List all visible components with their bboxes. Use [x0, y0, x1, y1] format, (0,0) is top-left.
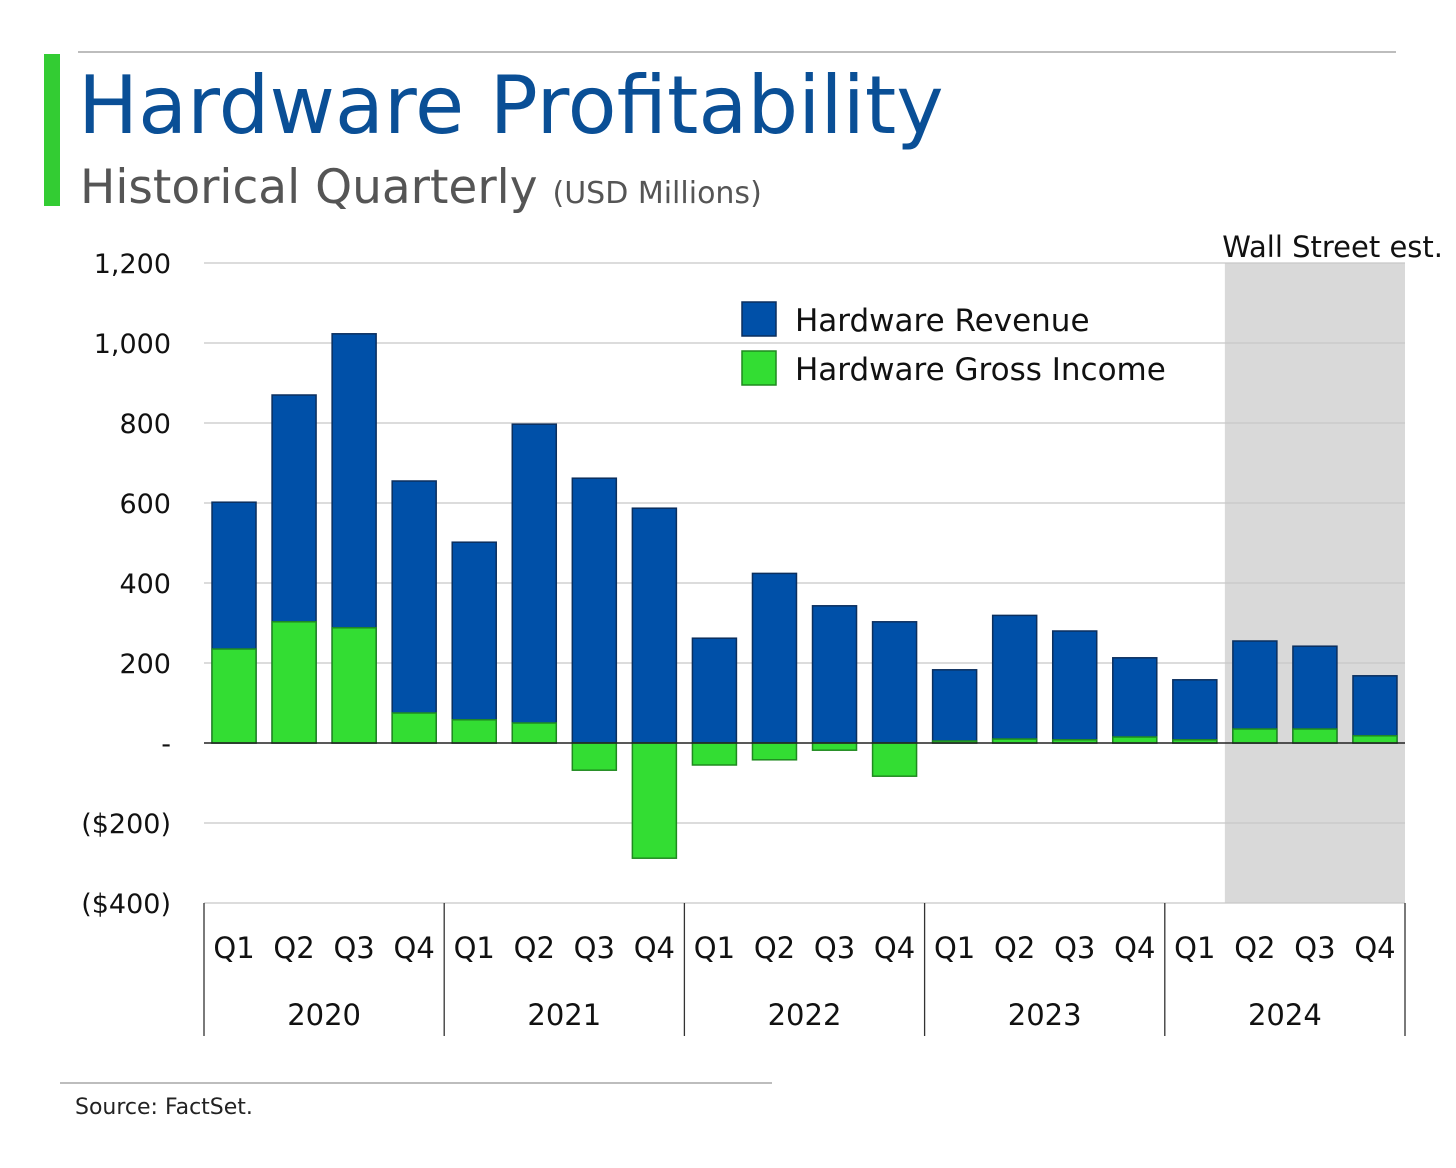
legend-swatch-gross-income	[741, 350, 777, 386]
accent-bar	[44, 54, 60, 206]
gross-income-bar	[811, 742, 858, 751]
revenue-bar	[1352, 675, 1398, 744]
legend-label-gross-income: Hardware Gross Income	[795, 352, 1166, 388]
gross-income-bar	[1352, 735, 1398, 744]
x-tick-label: Q1	[454, 931, 495, 965]
year-label: 2022	[768, 998, 842, 1032]
x-tick-label: Q2	[754, 931, 795, 965]
chart-title: Hardware Profitability	[78, 59, 944, 152]
x-tick-label: Q4	[394, 931, 435, 965]
revenue-bar	[871, 621, 918, 744]
legend-swatch-revenue	[741, 301, 777, 337]
gross-income-bar	[691, 742, 738, 766]
y-tick-label: 1,200	[94, 249, 171, 280]
subtitle-text: Historical Quarterly	[80, 160, 538, 215]
gross-income-bar	[451, 719, 497, 744]
y-tick-label: 800	[119, 409, 171, 440]
x-tick-label: Q3	[814, 931, 855, 965]
x-tick-label: Q4	[1114, 931, 1155, 965]
year-label: 2024	[1248, 998, 1322, 1032]
gross-income-bar	[1292, 728, 1338, 744]
chart-subtitle: Historical Quarterly (USD Millions)	[80, 158, 762, 224]
gross-income-bar	[751, 742, 798, 761]
bottom-rule	[60, 1082, 772, 1084]
x-tick-label: Q1	[1174, 931, 1215, 965]
revenue-bar	[1051, 630, 1098, 744]
year-label: 2023	[1008, 998, 1082, 1032]
revenue-bar	[391, 480, 437, 744]
x-tick-label: Q1	[213, 931, 254, 965]
gross-income-bar	[871, 742, 918, 777]
x-tick-label: Q3	[1294, 931, 1335, 965]
year-label: 2021	[527, 998, 601, 1032]
y-tick-label: ($200)	[81, 809, 171, 840]
source-note: Source: FactSet.	[75, 1095, 253, 1120]
y-tick-label: -	[161, 729, 171, 760]
gross-income-bar	[631, 742, 678, 859]
gross-income-bar	[211, 648, 257, 744]
x-tick-label: Q4	[874, 931, 915, 965]
y-tick-label: 600	[119, 489, 171, 520]
revenue-bar	[1112, 657, 1158, 744]
x-tick-label: Q4	[634, 931, 675, 965]
revenue-bar	[811, 605, 858, 744]
y-tick-label: 400	[119, 569, 171, 600]
gross-income-bar	[391, 712, 437, 744]
x-tick-label: Q3	[333, 931, 374, 965]
gross-income-bar	[331, 627, 377, 744]
gross-income-bar	[271, 621, 317, 744]
legend-label-revenue: Hardware Revenue	[795, 303, 1090, 339]
units-label: (USD Millions)	[552, 176, 762, 211]
x-tick-label: Q4	[1354, 931, 1395, 965]
x-tick-label: Q2	[994, 931, 1035, 965]
revenue-bar	[1232, 640, 1278, 744]
gross-income-bar	[1112, 736, 1158, 744]
x-tick-label: Q1	[934, 931, 975, 965]
year-label: 2020	[287, 998, 361, 1032]
gross-income-bar	[571, 742, 618, 771]
top-rule	[78, 51, 1396, 53]
revenue-bar	[931, 669, 978, 744]
x-tick-label: Q2	[1234, 931, 1275, 965]
x-tick-label: Q3	[1054, 931, 1095, 965]
revenue-bar	[511, 423, 558, 744]
x-tick-label: Q1	[694, 931, 735, 965]
y-tick-label: 1,000	[94, 329, 171, 360]
gross-income-bar	[511, 722, 558, 744]
x-tick-label: Q2	[273, 931, 314, 965]
x-tick-label: Q2	[514, 931, 555, 965]
gross-income-bar	[1232, 728, 1278, 744]
revenue-bar	[571, 477, 618, 744]
revenue-bar	[631, 507, 678, 744]
revenue-bar	[451, 541, 497, 744]
revenue-bar	[1172, 679, 1218, 744]
y-tick-label: 200	[119, 649, 171, 680]
estimate-annotation: Wall Street est.	[1222, 230, 1443, 264]
revenue-bar	[691, 637, 738, 744]
revenue-bar	[991, 614, 1038, 744]
y-tick-label: ($400)	[81, 889, 171, 920]
revenue-bar	[751, 572, 798, 744]
x-tick-label: Q3	[574, 931, 615, 965]
